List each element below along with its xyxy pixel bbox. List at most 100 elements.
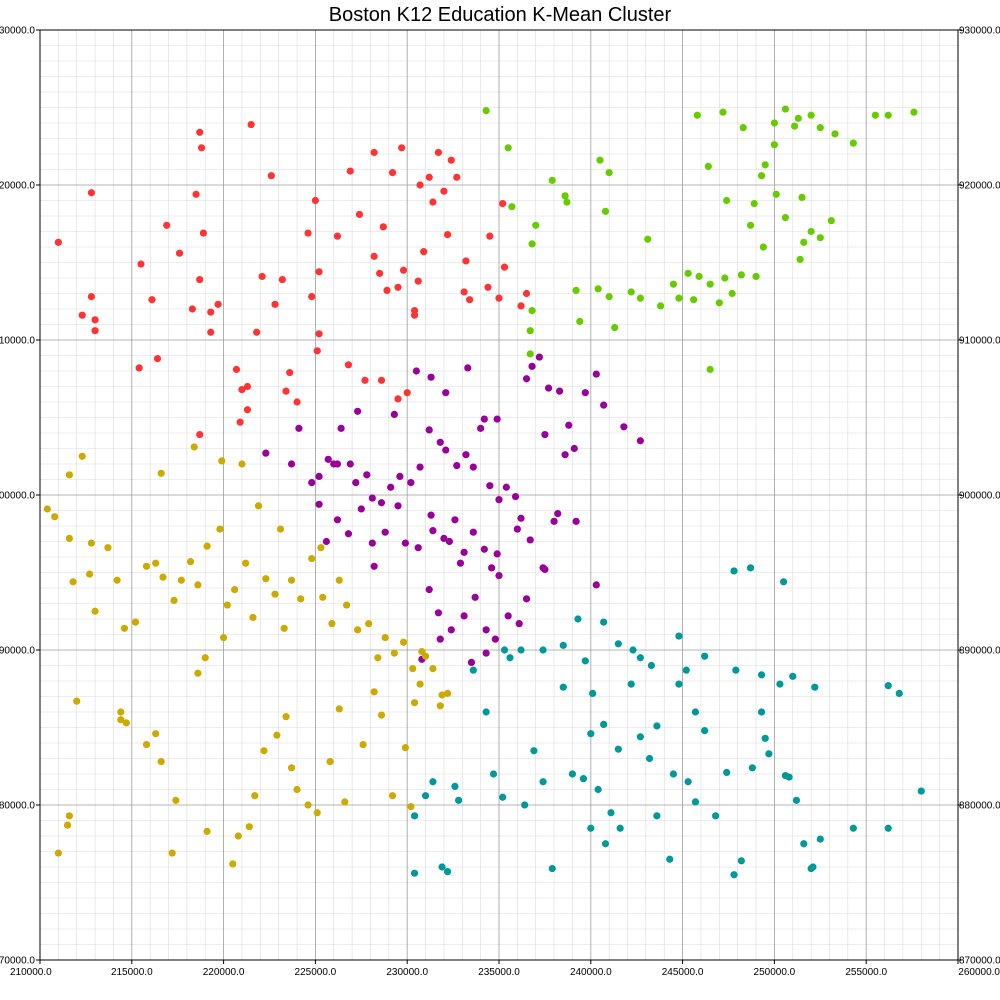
y-tick-label-right: 920000.0 <box>959 181 1000 192</box>
data-point-cluster-4 <box>409 665 417 673</box>
data-point-cluster-4 <box>194 669 202 677</box>
data-point-cluster-1 <box>91 316 99 324</box>
data-point-cluster-2 <box>669 280 678 288</box>
data-point-cluster-3 <box>513 525 521 533</box>
data-point-cluster-1 <box>192 190 200 198</box>
data-point-cluster-4 <box>317 544 325 552</box>
data-point-cluster-2 <box>601 207 610 215</box>
data-point-cluster-3 <box>401 539 409 547</box>
data-point-cluster-5 <box>917 787 925 795</box>
data-point-cluster-4 <box>354 626 362 634</box>
data-point-cluster-3 <box>541 565 549 574</box>
data-point-cluster-5 <box>581 657 589 665</box>
data-point-cluster-3 <box>352 479 360 487</box>
data-point-cluster-3 <box>396 472 404 480</box>
data-point-cluster-3 <box>394 502 402 510</box>
data-point-cluster-3 <box>600 401 608 409</box>
y-tick-label-right: 880000.0 <box>959 801 1000 812</box>
data-point-cluster-5 <box>675 680 683 688</box>
data-point-cluster-1 <box>440 187 448 195</box>
x-tick-label: 220000.0 <box>203 967 245 978</box>
y-tick-label-left: 890000.0 <box>0 646 35 657</box>
data-point-cluster-4 <box>186 558 195 566</box>
data-point-cluster-3 <box>541 430 549 439</box>
data-point-cluster-3 <box>427 373 435 381</box>
data-point-cluster-4 <box>365 620 373 628</box>
data-point-cluster-3 <box>453 461 461 470</box>
data-point-cluster-1 <box>286 368 294 377</box>
data-point-cluster-4 <box>407 802 415 811</box>
data-point-cluster-3 <box>440 534 448 543</box>
data-point-cluster-2 <box>715 299 723 307</box>
data-point-cluster-5 <box>559 641 567 649</box>
data-point-cluster-2 <box>816 234 824 242</box>
data-point-cluster-3 <box>295 424 303 432</box>
data-point-cluster-1 <box>394 395 402 403</box>
data-point-cluster-4 <box>335 705 343 713</box>
data-point-cluster-1 <box>383 286 391 294</box>
data-point-cluster-5 <box>614 745 622 753</box>
data-point-cluster-4 <box>223 601 231 609</box>
data-point-cluster-3 <box>462 451 470 459</box>
data-point-cluster-2 <box>759 243 767 251</box>
data-point-cluster-2 <box>723 196 731 205</box>
data-point-cluster-5 <box>800 840 808 848</box>
data-point-cluster-4 <box>401 744 409 752</box>
data-point-cluster-4 <box>287 764 296 772</box>
data-point-cluster-3 <box>511 492 520 501</box>
data-point-cluster-5 <box>616 824 624 832</box>
data-point-cluster-4 <box>216 525 224 533</box>
data-point-cluster-2 <box>757 172 766 180</box>
data-point-cluster-4 <box>152 730 160 738</box>
chart-title: Boston K12 Education K-Mean Cluster <box>328 4 672 26</box>
data-point-cluster-4 <box>377 711 386 719</box>
data-point-cluster-5 <box>895 689 903 698</box>
data-point-cluster-4 <box>370 688 378 696</box>
data-point-cluster-4 <box>249 613 257 622</box>
data-point-cluster-1 <box>87 293 96 301</box>
data-point-cluster-3 <box>442 389 450 397</box>
y-tick-label-right: 900000.0 <box>959 491 1000 502</box>
data-point-cluster-4 <box>73 697 81 705</box>
data-point-cluster-5 <box>636 654 644 662</box>
data-point-cluster-1 <box>517 302 525 310</box>
data-point-cluster-3 <box>636 437 644 445</box>
data-point-cluster-4 <box>335 576 343 584</box>
data-point-cluster-3 <box>456 559 465 567</box>
data-point-cluster-3 <box>592 581 600 589</box>
data-point-cluster-5 <box>849 824 857 832</box>
data-point-cluster-3 <box>442 446 450 454</box>
data-point-cluster-1 <box>486 232 494 240</box>
data-point-cluster-3 <box>387 483 395 491</box>
data-point-cluster-2 <box>656 302 665 310</box>
data-point-cluster-4 <box>245 823 253 831</box>
data-point-cluster-1 <box>355 210 364 219</box>
data-point-cluster-5 <box>669 770 678 778</box>
data-point-cluster-4 <box>399 638 408 646</box>
data-point-cluster-4 <box>229 860 237 868</box>
data-point-cluster-3 <box>555 387 564 395</box>
data-point-cluster-1 <box>361 376 369 384</box>
data-point-cluster-3 <box>427 511 435 519</box>
data-point-cluster-3 <box>324 455 332 463</box>
data-point-cluster-4 <box>113 576 121 584</box>
data-point-cluster-5 <box>691 798 700 806</box>
data-point-cluster-3 <box>344 530 353 538</box>
data-point-cluster-2 <box>563 198 571 206</box>
data-point-cluster-4 <box>242 559 250 567</box>
data-point-cluster-2 <box>596 156 604 164</box>
data-point-cluster-2 <box>770 141 779 149</box>
data-point-cluster-1 <box>293 398 301 406</box>
data-point-cluster-2 <box>594 285 602 293</box>
data-point-cluster-1 <box>243 382 252 391</box>
data-point-cluster-1 <box>188 305 196 313</box>
data-point-cluster-4 <box>194 581 202 589</box>
data-point-cluster-1 <box>414 277 422 285</box>
data-point-cluster-3 <box>390 410 398 418</box>
data-point-cluster-3 <box>482 649 490 657</box>
data-point-cluster-4 <box>157 469 165 477</box>
data-point-cluster-2 <box>706 365 714 374</box>
axis-ticks: 210000.0 215000.0 220000.0 225000.0 230000.0… <box>0 26 1000 979</box>
data-point-cluster-4 <box>293 785 301 794</box>
data-point-cluster-2 <box>798 193 806 201</box>
